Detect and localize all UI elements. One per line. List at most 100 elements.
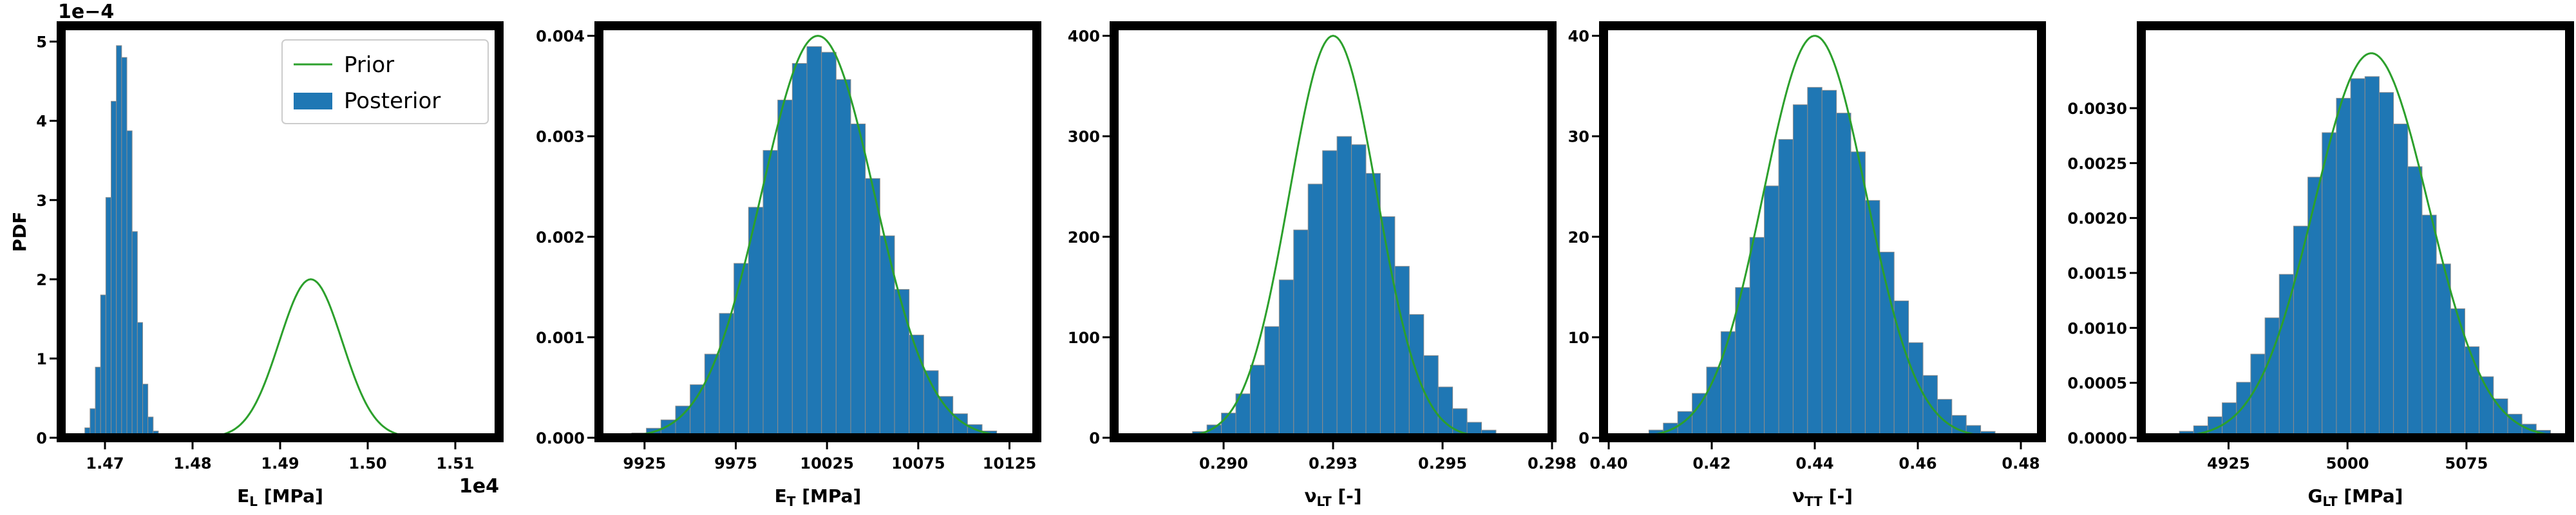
y-tick-label: 0.001 (536, 329, 585, 347)
x-tick-label: 1.48 (173, 454, 211, 473)
posterior-bar (1792, 104, 1808, 438)
subplot-5: 4925 5000 5075 0.0000 0.0005 0.0010 0.0015 0.00… (2067, 21, 2574, 509)
posterior-bar (2436, 263, 2451, 438)
posterior-bar (894, 289, 910, 438)
posterior-bar (1336, 136, 1352, 438)
y-tick-label: 0.004 (536, 28, 585, 46)
x-tick-label: 9975 (714, 454, 757, 473)
x-tick-label: 5075 (2445, 454, 2488, 473)
posterior-bar (137, 322, 143, 438)
posterior-bar (923, 370, 939, 438)
prior-curve (2141, 52, 2570, 439)
posterior-bar (2307, 176, 2323, 438)
legend-prior-label: Prior (344, 52, 394, 78)
posterior-bar (2364, 76, 2380, 438)
y-tick-label: 5 (36, 33, 47, 52)
y-tick-label: 10 (1568, 329, 1589, 347)
x-tick-label: 1.50 (348, 454, 386, 473)
subplot-3: 0.290 0.293 0.295 0.298 0 100 200 300 400 νLT [-] (1068, 21, 1577, 509)
posterior-bar (1764, 185, 1779, 438)
posterior-bar (100, 294, 106, 438)
y-tick-label: 200 (1068, 229, 1100, 247)
y-tick-label: 0.0010 (2067, 319, 2127, 337)
y-tick-label: 300 (1068, 128, 1100, 146)
y-tick-label: 0.002 (536, 229, 585, 247)
x-axis-label: νLT [-] (1304, 485, 1361, 509)
posterior-bar (1850, 151, 1866, 438)
y-tick-label: 30 (1568, 128, 1589, 146)
legend-posterior-label: Posterior (344, 88, 440, 114)
x-tick-label: 1.49 (261, 454, 299, 473)
posterior-bar (2421, 214, 2437, 438)
x-tick-label: 5000 (2326, 454, 2369, 473)
x-tick-label: 4925 (2207, 454, 2250, 473)
y-tick-label: 4 (36, 113, 47, 131)
posterior-bar (2336, 98, 2351, 438)
legend-box (281, 39, 489, 124)
x-tick-label: 1.51 (436, 454, 474, 473)
x-offset-text: 1e4 (459, 475, 499, 498)
axes-frame (1110, 21, 1557, 442)
x-tick-label: 10025 (800, 454, 854, 473)
y-tick-label: 20 (1568, 229, 1589, 247)
subplot-1: 1.47 1.48 1.49 1.50 1.51 0 1 2 3 4 5 EL [MPa] PDF 1e−… (9, 1, 504, 509)
x-tick-label: 0.44 (1795, 454, 1833, 473)
x-tick-label: 10075 (891, 454, 945, 473)
x-axis-label: ET [MPa] (775, 485, 862, 509)
posterior-bar (1720, 331, 1736, 438)
posterior-bar (1879, 252, 1895, 438)
y-tick-label: 100 (1068, 329, 1100, 347)
posterior-bar (2250, 353, 2266, 438)
x-axis-label: EL [MPa] (237, 485, 323, 509)
posterior-bar (2407, 166, 2423, 438)
x-tick-label: 10125 (983, 454, 1037, 473)
posterior-bar (95, 366, 101, 438)
posterior-bar (2350, 78, 2365, 438)
posterior-bar (835, 79, 851, 438)
x-tick-label: 0.40 (1589, 454, 1627, 473)
posterior-bar (850, 124, 866, 438)
posterior-bar (1351, 144, 1367, 438)
y-tick-label: 0 (1089, 429, 1100, 447)
x-axis-label: GLT [MPa] (2308, 485, 2403, 509)
y-tick-label: 0.0025 (2067, 154, 2127, 173)
axes-frame (594, 21, 1041, 442)
posterior-bar (1836, 113, 1852, 438)
y-tick-label: 0.003 (536, 128, 585, 146)
posterior-bar (1322, 150, 1338, 438)
x-tick-label: 0.295 (1418, 454, 1467, 473)
posterior-bar (2264, 317, 2280, 438)
x-tick-label: 0.293 (1309, 454, 1358, 473)
x-tick-label: 0.46 (1899, 454, 1937, 473)
y-axis-label: PDF (9, 212, 30, 252)
posterior-bar (791, 63, 808, 438)
x-tick-label: 0.290 (1199, 454, 1248, 473)
posterior-bar (1937, 398, 1953, 438)
posterior-bar (126, 130, 133, 438)
x-axis-label: νTT [-] (1792, 485, 1853, 509)
posterior-bar (821, 52, 837, 438)
axes-frame (1599, 21, 2046, 442)
posterior-bar (719, 313, 735, 438)
posterior-bar (1307, 183, 1323, 438)
posterior-bar (1749, 237, 1765, 438)
y-tick-label: 0.0015 (2067, 265, 2127, 283)
posterior-bar (1278, 279, 1294, 438)
y-tick-label: 0.0000 (2067, 429, 2127, 447)
posterior-bar (938, 396, 954, 438)
posterior-bar (690, 384, 705, 438)
posterior-bar (1864, 200, 1880, 438)
posterior-bar (2378, 92, 2394, 438)
posterior-bar (121, 57, 128, 438)
y-tick-label: 0.0030 (2067, 100, 2127, 118)
posterior-bar (131, 231, 138, 438)
y-tick-label: 0 (1578, 429, 1589, 447)
y-tick-label: 0.000 (536, 429, 585, 447)
posterior-bar (2493, 398, 2508, 438)
y-tick-label: 3 (36, 192, 47, 210)
x-tick-label: 9925 (623, 454, 666, 473)
prior-curve (1603, 35, 2041, 439)
posterior-bar (142, 384, 149, 438)
posterior-bar (1264, 326, 1280, 438)
